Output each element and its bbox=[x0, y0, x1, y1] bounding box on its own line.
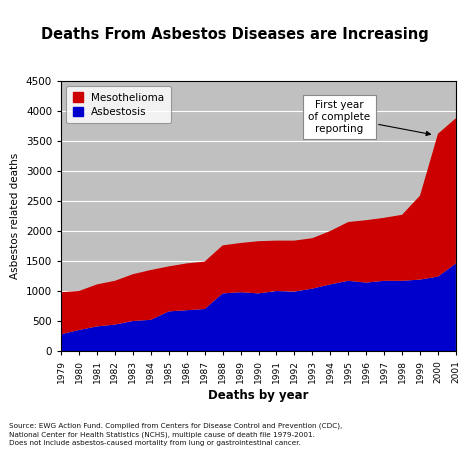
Y-axis label: Asbestos related deaths: Asbestos related deaths bbox=[10, 153, 20, 279]
Text: First year
of complete
reporting: First year of complete reporting bbox=[308, 100, 431, 135]
Text: Source: EWG Action Fund. Compiled from Centers for Disease Control and Preventio: Source: EWG Action Fund. Compiled from C… bbox=[9, 423, 343, 446]
X-axis label: Deaths by year: Deaths by year bbox=[208, 389, 309, 401]
Legend: Mesothelioma, Asbestosis: Mesothelioma, Asbestosis bbox=[66, 86, 171, 123]
Text: Deaths From Asbestos Diseases are Increasing: Deaths From Asbestos Diseases are Increa… bbox=[41, 27, 429, 42]
